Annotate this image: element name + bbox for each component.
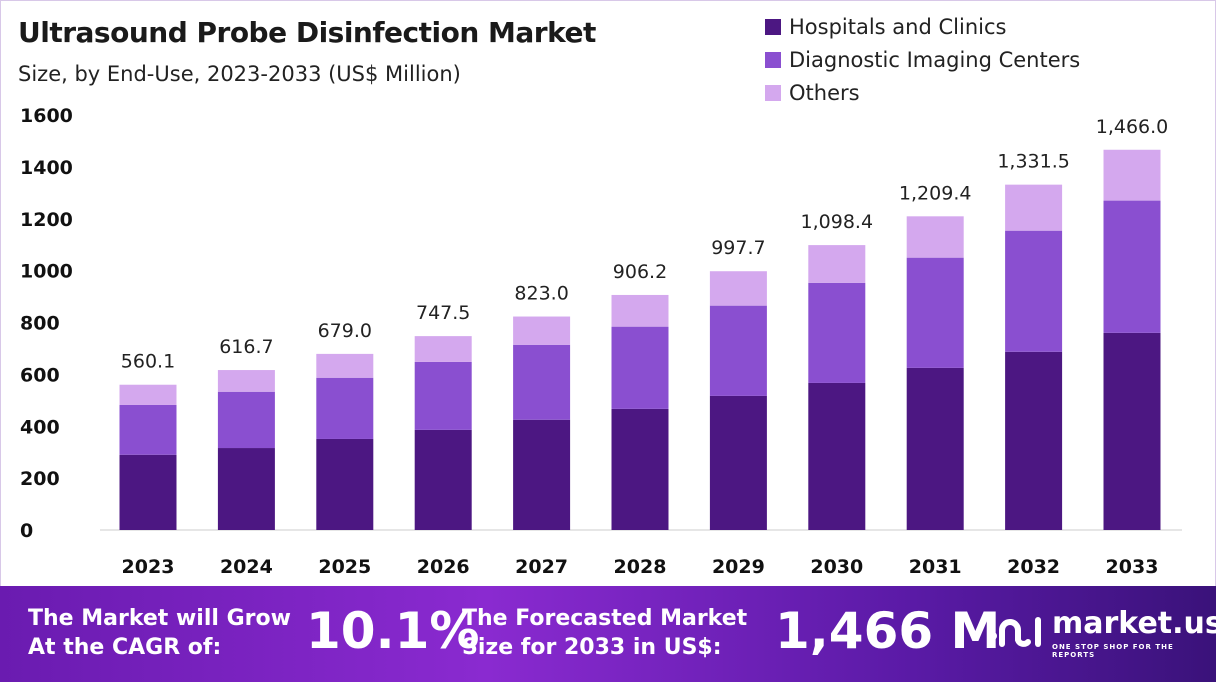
bar-segment (906, 367, 964, 530)
bar-segment (808, 282, 866, 383)
bar-segment (1005, 351, 1063, 530)
bar-segment (414, 361, 472, 430)
brand-name: market.us (1052, 606, 1216, 641)
bar-segment (709, 305, 767, 396)
total-label: 906.2 (613, 261, 667, 283)
bar-segment (611, 408, 669, 530)
x-tick-label: 2033 (1106, 556, 1159, 578)
chart-title: Ultrasound Probe Disinfection Market (18, 16, 596, 49)
bar-segment (906, 216, 964, 258)
bar-segment (1005, 184, 1063, 231)
cagr-label: The Market will Grow At the CAGR of: (28, 606, 291, 660)
bar-segment (513, 316, 571, 345)
bar-segment (1103, 200, 1161, 333)
x-tick-label: 2032 (1007, 556, 1060, 578)
bar-segment (611, 294, 669, 327)
x-tick-label: 2026 (417, 556, 470, 578)
x-tick-label: 2030 (810, 556, 863, 578)
x-tick-label: 2031 (909, 556, 962, 578)
bar-segment (611, 326, 669, 409)
bar-segment (119, 454, 177, 530)
total-label: 823.0 (514, 283, 568, 305)
legend-label: Others (789, 80, 860, 105)
bar-chart: 0 200 400 600 800 1000 1200 1400 1600 560.1 2023 61… (20, 105, 1182, 578)
bar-segment (513, 419, 571, 530)
legend-label: Diagnostic Imaging Centers (789, 47, 1081, 72)
y-tick-label: 600 (20, 364, 60, 386)
forecast-label: The Forecasted Market Size for 2033 in US… (462, 606, 748, 660)
x-tick-label: 2027 (515, 556, 568, 578)
y-tick-label: 200 (20, 468, 60, 490)
bar-segment (217, 370, 275, 392)
y-tick-label: 1200 (20, 209, 73, 231)
x-tick-label: 2029 (712, 556, 765, 578)
bar-segment (316, 438, 374, 530)
y-tick-label: 400 (20, 416, 60, 438)
legend: Hospitals and Clinics Diagnostic Imaging… (765, 10, 1080, 109)
bar-segment (1103, 332, 1161, 530)
x-tick-label: 2023 (122, 556, 175, 578)
total-label: 1,466.0 (1096, 116, 1169, 138)
legend-item: Hospitals and Clinics (765, 10, 1080, 43)
legend-label: Hospitals and Clinics (789, 14, 1007, 39)
total-label: 997.7 (711, 237, 765, 259)
total-label: 747.5 (416, 302, 470, 324)
y-tick-label: 1400 (20, 157, 73, 179)
total-label: 560.1 (121, 351, 175, 373)
bar-segment (906, 257, 964, 368)
bar-segment (414, 429, 472, 530)
y-tick-label: 1000 (20, 261, 73, 283)
total-label: 1,209.4 (899, 182, 972, 204)
bar-segment (217, 391, 275, 449)
market-us-logo-icon (989, 617, 1041, 647)
bar-segment (808, 382, 866, 530)
total-label: 1,331.5 (997, 151, 1070, 173)
y-tick-label: 800 (20, 313, 60, 335)
total-label: 679.0 (318, 320, 372, 342)
footer-banner: The Market will Grow At the CAGR of: 10.1… (0, 586, 1216, 682)
bar-segment (414, 336, 472, 362)
brand-tagline: ONE STOP SHOP FOR THE REPORTS (1052, 643, 1174, 659)
legend-item: Others (765, 76, 1080, 109)
bar-segment (1005, 230, 1063, 352)
chart-subtitle: Size, by End-Use, 2023-2033 (US$ Million… (18, 62, 461, 86)
bar-segment (808, 245, 866, 283)
forecast-value: 1,466 M (775, 602, 1001, 660)
cagr-value: 10.1% (306, 602, 480, 660)
x-tick-label: 2024 (220, 556, 273, 578)
y-tick-label: 1600 (20, 105, 73, 127)
bar-segment (217, 448, 275, 530)
total-label: 616.7 (219, 336, 273, 358)
x-tick-label: 2028 (614, 556, 667, 578)
bar-segment (316, 377, 374, 439)
y-tick-label: 0 (20, 520, 33, 542)
bar-segment (1103, 149, 1161, 201)
bar-segment (709, 395, 767, 530)
bar-segment (119, 384, 177, 405)
legend-item: Diagnostic Imaging Centers (765, 43, 1080, 76)
bar-segment (709, 271, 767, 306)
total-label: 1,098.4 (801, 211, 874, 233)
x-tick-label: 2025 (318, 556, 371, 578)
bar-segment (316, 353, 374, 378)
bar-segment (513, 344, 571, 420)
bar-segment (119, 404, 177, 455)
